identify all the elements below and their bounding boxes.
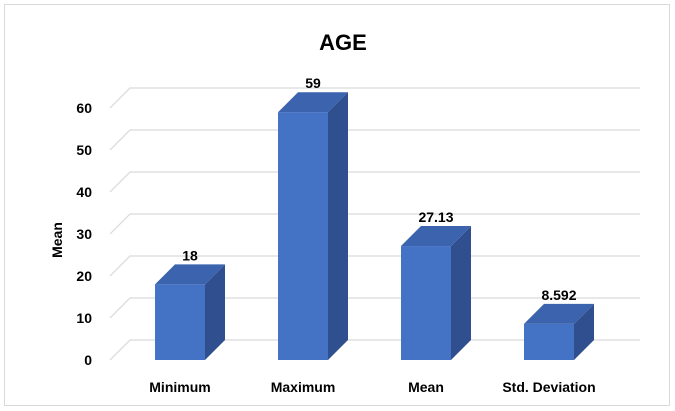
bar-maximum: [278, 92, 348, 360]
bar-side: [328, 92, 348, 360]
x-tick-label: Mean: [408, 379, 444, 395]
y-tick-label: 60: [76, 100, 92, 116]
x-tick-label: Minimum: [149, 379, 210, 395]
data-label: 27.13: [418, 209, 453, 225]
y-axis-label: Mean: [49, 222, 65, 258]
bar-top: [401, 226, 471, 247]
gridline: [109, 171, 640, 193]
bar-mean: [401, 226, 471, 360]
bar-side: [451, 226, 471, 360]
bar-top: [155, 264, 225, 285]
gridline: [109, 87, 640, 109]
bars: [155, 92, 594, 360]
bar-minimum: [155, 264, 225, 360]
data-label: 59: [305, 75, 321, 91]
y-axis-ticks: 0 10 20 30 40 50 60: [76, 100, 92, 368]
bar-side: [574, 303, 594, 360]
bar-front: [524, 323, 574, 360]
x-axis-ticks: Minimum Maximum Mean Std. Deviation: [149, 379, 595, 395]
bar-side: [205, 264, 225, 360]
bar-std-deviation: [524, 303, 594, 360]
y-tick-label: 0: [84, 352, 92, 368]
y-tick-label: 20: [76, 268, 92, 284]
bar-top: [278, 92, 348, 113]
x-tick-label: Maximum: [271, 379, 336, 395]
y-tick-label: 40: [76, 184, 92, 200]
y-tick-label: 30: [76, 226, 92, 242]
chart-title: AGE: [319, 30, 367, 55]
bar-front: [155, 284, 205, 360]
gridline: [109, 213, 640, 235]
y-tick-label: 50: [76, 142, 92, 158]
bar-top: [524, 303, 594, 324]
bar-front: [401, 246, 451, 360]
data-label: 8.592: [541, 287, 576, 303]
y-tick-label: 10: [76, 310, 92, 326]
x-tick-label: Std. Deviation: [502, 379, 595, 395]
gridline: [109, 129, 640, 151]
data-labels: 18 59 27.13 8.592: [182, 75, 577, 303]
data-label: 18: [182, 247, 198, 263]
bar-front: [278, 112, 328, 360]
